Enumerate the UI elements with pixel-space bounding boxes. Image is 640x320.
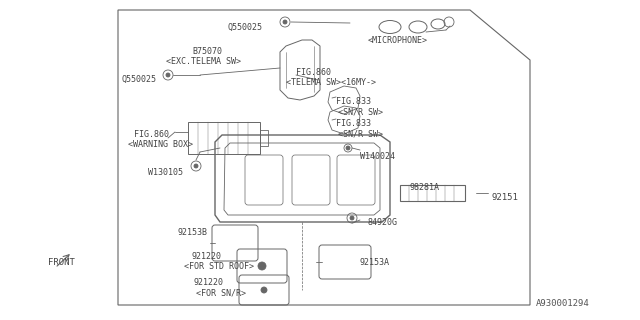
Text: FIG.860: FIG.860 (296, 68, 331, 77)
Text: <SN/R SW>: <SN/R SW> (338, 129, 383, 138)
Circle shape (350, 216, 354, 220)
Text: FRONT: FRONT (48, 258, 75, 267)
Circle shape (346, 146, 350, 150)
Text: 84920G: 84920G (368, 218, 398, 227)
Text: 921220: 921220 (194, 278, 224, 287)
Circle shape (283, 20, 287, 24)
Text: <MICROPHONE>: <MICROPHONE> (368, 36, 428, 45)
Text: Q550025: Q550025 (228, 23, 263, 32)
Text: 92153A: 92153A (360, 258, 390, 267)
Text: <FOR STD ROOF>: <FOR STD ROOF> (184, 262, 254, 271)
Text: A930001294: A930001294 (536, 299, 589, 308)
Text: FIG.833: FIG.833 (336, 97, 371, 106)
Text: W130105: W130105 (148, 168, 183, 177)
Text: FIG.860: FIG.860 (134, 130, 169, 139)
Text: W140024: W140024 (360, 152, 395, 161)
Circle shape (261, 287, 267, 293)
Circle shape (258, 262, 266, 270)
Bar (400, 185, 465, 201)
Text: 92153B: 92153B (178, 228, 208, 237)
Text: <FOR SN/R>: <FOR SN/R> (196, 288, 246, 297)
Text: 98281A: 98281A (410, 183, 440, 192)
Text: FIG.833: FIG.833 (336, 119, 371, 128)
Text: <SN/R SW>: <SN/R SW> (338, 107, 383, 116)
Text: 921220: 921220 (192, 252, 222, 261)
Circle shape (166, 73, 170, 77)
Bar (260, 130, 268, 146)
Text: <EXC.TELEMA SW>: <EXC.TELEMA SW> (166, 57, 241, 66)
Circle shape (194, 164, 198, 168)
Text: <TELEMA SW><16MY->: <TELEMA SW><16MY-> (286, 78, 376, 87)
Text: 92151: 92151 (492, 193, 519, 202)
Text: <WARNING BOX>: <WARNING BOX> (128, 140, 193, 149)
Bar (188, 122, 260, 154)
Text: B75070: B75070 (192, 47, 222, 56)
Text: Q550025: Q550025 (122, 75, 157, 84)
